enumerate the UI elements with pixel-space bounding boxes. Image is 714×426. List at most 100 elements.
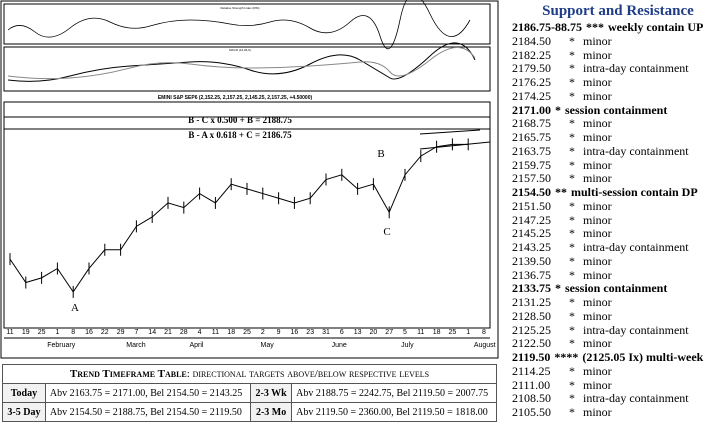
level-stars: * (569, 308, 575, 323)
level-row: 2184.50 * minor (512, 33, 714, 49)
table-body: Today Abv 2163.75 = 2171.00, Bel 2154.50 … (2, 383, 497, 422)
table-cell: Abv 2163.75 = 2171.00, Bel 2154.50 = 214… (44, 383, 252, 403)
level-stars: * (569, 143, 575, 158)
level-row: 2131.25 * minor (512, 295, 714, 310)
sidebar: Support and Resistance 2186.75-88.75 *** w… (512, 0, 714, 420)
row-label: 3-5 Day (2, 402, 46, 422)
level-price: 2157.50 (512, 171, 551, 186)
level-row: 2139.50 * minor (512, 254, 714, 269)
level-row: 2179.50 * intra-day containment (512, 61, 714, 76)
level-stars: * (569, 88, 575, 103)
level-note: minor (583, 171, 612, 186)
level-stars: * (569, 75, 575, 89)
level-row: 2111.00 * minor (512, 377, 714, 393)
level-stars: *** (586, 20, 604, 34)
level-price: 2145.25 (512, 226, 551, 241)
level-row: 2159.75 * minor (512, 157, 714, 173)
level-stars: * (569, 267, 575, 282)
x-tick-label: 18 (227, 329, 235, 336)
level-price: 2105.50 (512, 405, 551, 419)
level-note: minor (583, 308, 612, 323)
x-tick-label: 8 (482, 329, 486, 336)
panel-label: Relative Strength Index (RSI) (220, 6, 259, 10)
level-row: 2171.00 * session containment (512, 102, 714, 118)
level-price: 2165.75 (512, 130, 551, 144)
level-note: session containment (565, 281, 668, 296)
level-stars: * (569, 363, 575, 378)
rsi-panel (3, 3, 491, 45)
month-label: June (332, 342, 347, 349)
table-cell: Abv 2119.50 = 2360.00, Bel 2119.50 = 181… (291, 402, 497, 422)
level-price: 2143.25 (512, 240, 551, 254)
table-title-rest: : directional targets above/below respec… (186, 368, 430, 380)
level-price: 2151.50 (512, 198, 551, 213)
level-note: intra-day containment (583, 322, 689, 337)
table-cell: Abv 2188.75 = 2242.75, Bel 2119.50 = 200… (291, 383, 497, 403)
level-stars: * (569, 33, 575, 48)
level-price: 2119.50 (512, 350, 551, 364)
level-price: 2176.25 (512, 75, 551, 89)
x-tick-label: 7 (134, 329, 138, 336)
level-note: multi-session contain DP (571, 185, 698, 199)
table-title: Trend Timeframe Table: directional targe… (2, 364, 497, 384)
x-tick-label: 29 (117, 329, 125, 336)
x-tick-label: 16 (85, 329, 93, 336)
level-stars: * (555, 281, 561, 296)
level-stars: * (569, 405, 575, 419)
level-row: 2151.50 * minor (512, 198, 714, 214)
channel-line (419, 129, 481, 135)
x-tick-label: 5 (403, 329, 407, 336)
month-label: March (126, 342, 146, 349)
level-note: minor (583, 405, 612, 419)
x-tick-label: 14 (148, 329, 156, 336)
level-row: 2125.25 * intra-day containment (512, 322, 714, 338)
level-stars: * (569, 198, 575, 213)
level-price: 2186.75-88.75 (512, 20, 582, 34)
level-note: minor (583, 377, 612, 392)
chart-title: EMINI S&P SEP6 (2,152.25, 2,157.25, 2,14… (158, 95, 313, 101)
level-price: 2159.75 (512, 157, 551, 172)
level-note: minor (583, 116, 612, 131)
macd-panel (3, 46, 491, 92)
level-row: 2108.50 * intra-day containment (512, 391, 714, 406)
level-note: intra-day containment (583, 240, 689, 254)
level-row: 2176.25 * minor (512, 75, 714, 90)
level-note: minor (583, 75, 612, 89)
x-tick-label: 11 (212, 329, 219, 336)
sidebar-title: Support and Resistance (542, 3, 694, 19)
level-price: 2111.00 (512, 377, 551, 392)
level-note: session containment (565, 102, 668, 117)
level-stars: ** (555, 185, 567, 199)
month-label: April (189, 342, 203, 349)
level-note: weekly contain UP (608, 20, 704, 34)
rsi-line (7, 0, 471, 50)
level-row: 2143.25 * intra-day containment (512, 240, 714, 255)
level-row: 2154.50 ** multi-session contain DP (512, 185, 714, 200)
level-note: minor (583, 267, 612, 282)
channel-line (419, 141, 491, 150)
x-tick-label: 18 (433, 329, 441, 336)
level-stars: * (569, 130, 575, 144)
x-tick-label: 31 (322, 329, 330, 336)
x-tick-label: 1 (466, 329, 470, 336)
level-stars: * (555, 102, 561, 117)
level-price: 2184.50 (512, 33, 551, 48)
level-row: 2145.25 * minor (512, 226, 714, 241)
level-note: intra-day containment (583, 391, 689, 406)
level-price: 2128.50 (512, 308, 551, 323)
x-tick-label: 9 (277, 329, 281, 336)
annotation: A (71, 302, 79, 314)
x-tick-label: 27 (385, 329, 393, 336)
level-note: minor (583, 198, 612, 213)
level-stars: * (569, 116, 575, 131)
level-row: 2168.75 * minor (512, 116, 714, 131)
table-row: Today Abv 2163.75 = 2171.00, Bel 2154.50 … (2, 383, 497, 403)
level-note: minor (583, 47, 612, 62)
level-stars: **** (554, 350, 579, 364)
row-label: 2-3 Wk (250, 383, 293, 403)
level-stars: * (569, 377, 575, 392)
level-row: 2119.50 **** (2125.05 Ix) multi-week (512, 350, 714, 365)
level-note: minor (583, 157, 612, 172)
level-stars: * (569, 391, 575, 406)
